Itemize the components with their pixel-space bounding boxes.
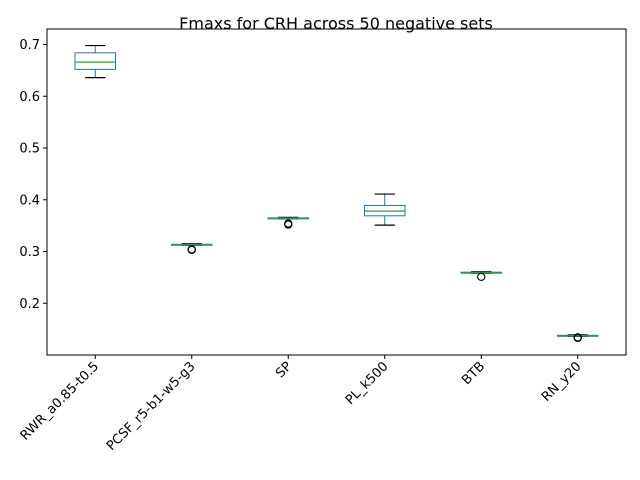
y-tick-label: 0.4 [19,193,40,208]
flier [187,245,196,255]
flier [477,272,486,282]
chart-title: Fmaxs for CRH across 50 negative sets [179,14,493,33]
y-tick-label: 0.5 [19,142,40,157]
y-tick-label: 0.3 [19,245,40,260]
y-tick-label: 0.7 [19,38,40,53]
y-tick-label: 0.2 [19,297,40,312]
flier [573,333,582,343]
box [74,52,117,70]
axes-frame [46,28,627,356]
flier [284,220,293,229]
y-tick-label: 0.6 [19,90,40,105]
